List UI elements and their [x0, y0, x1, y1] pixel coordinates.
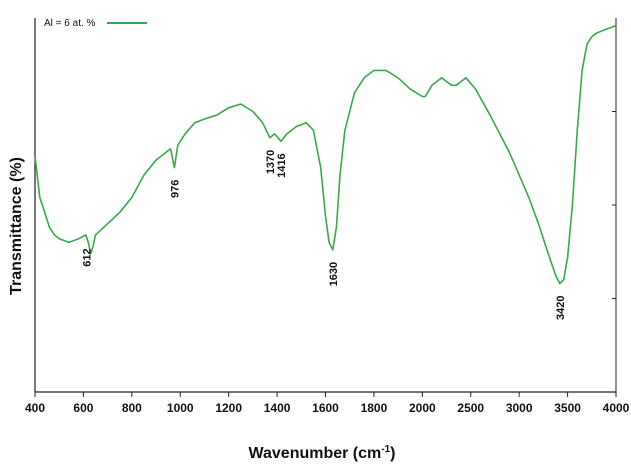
x-tick-label: 1200 [215, 401, 242, 415]
series-line-0 [34, 24, 617, 285]
x-tick-label: 1400 [264, 401, 291, 415]
legend-box [38, 12, 158, 32]
x-tick-label: 2500 [457, 401, 484, 415]
peak-label-3420: 3420 [555, 296, 567, 320]
x-tick-label: 1000 [167, 401, 194, 415]
x-tick-label: 4000 [603, 401, 630, 415]
axes [34, 18, 617, 397]
x-axis-label-main: Wavenumber (cm [248, 445, 381, 462]
x-tick-label: 3000 [506, 401, 533, 415]
peak-label-1630: 1630 [328, 262, 340, 286]
x-tick-label: 3500 [554, 401, 581, 415]
y-axis-label: Transmittance (%) [8, 157, 25, 295]
x-tick-label: 1800 [361, 401, 388, 415]
x-axis-label: Wavenumber (cm-1) [248, 444, 395, 462]
peak-label-1370: 1370 [265, 150, 277, 174]
peak-annotations: 612 976 1370 1416 1630 3420 [81, 150, 567, 320]
series-group [34, 24, 617, 285]
x-tick-label: 2000 [409, 401, 436, 415]
x-tick-label: 800 [122, 401, 142, 415]
legend-label: Al = 6 at. % [44, 18, 96, 29]
x-tick-label: 400 [25, 401, 45, 415]
peak-label-1416: 1416 [276, 153, 288, 177]
peak-label-612: 612 [81, 248, 93, 266]
peak-label-976: 976 [169, 180, 181, 198]
x-axis-label-tail: ) [390, 445, 395, 462]
x-tick-label: 1600 [312, 401, 339, 415]
x-tick-label: 600 [73, 401, 93, 415]
legend: Al = 6 at. % [38, 12, 158, 32]
x-tick-labels: 400 600 800 1000 1200 1400 1600 1800 2000 2500 300… [25, 401, 630, 415]
x-axis-label-superscript: -1 [381, 444, 390, 455]
